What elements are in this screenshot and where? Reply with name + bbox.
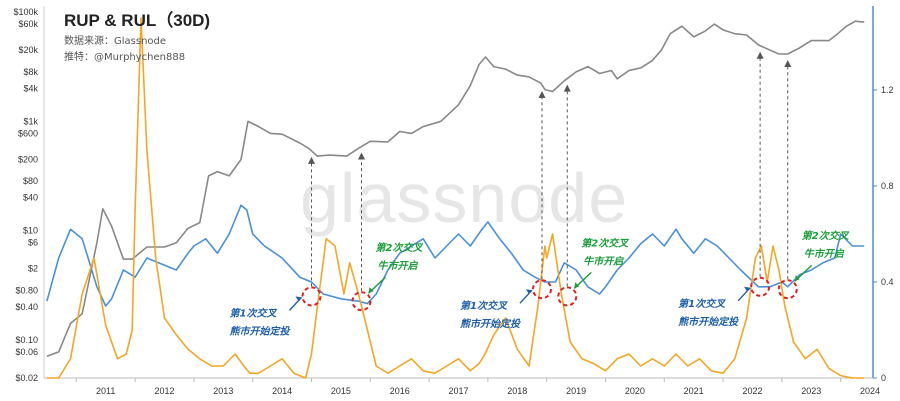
y-left-tick-label: $1k xyxy=(23,116,38,126)
crossing-label: 第1次交叉 xyxy=(678,298,726,310)
crossing-label: 第2次交叉 xyxy=(581,237,629,249)
x-tick-label: 2019 xyxy=(566,386,586,396)
watermark-layer: glassnode xyxy=(300,159,628,237)
y-left-tick-label: $20k xyxy=(18,45,38,55)
y-left-tick-label: $0.10 xyxy=(15,335,38,345)
price-line xyxy=(46,20,865,358)
label-pointer-head xyxy=(794,275,800,282)
crossing-arrow-head xyxy=(756,51,764,59)
y-left-tick-label: $0.80 xyxy=(15,285,38,295)
crossing-arrow-head xyxy=(563,84,571,92)
x-tick-label: 2014 xyxy=(272,386,292,396)
y-left-tick-label: $4k xyxy=(23,83,38,93)
title-layer: RUP & RUL（30D) 数据来源：Glassnode 推特：@Murphy… xyxy=(64,10,210,63)
x-tick-label: 2022 xyxy=(742,386,762,396)
label-pointer-head xyxy=(368,287,374,294)
crossing-label: 牛市开启 xyxy=(804,248,845,260)
chart-title: RUP & RUL（30D) xyxy=(64,10,210,30)
series-layer xyxy=(46,17,865,379)
crossing-label: 熊市开始定投 xyxy=(230,325,291,337)
watermark-text: glassnode xyxy=(300,159,628,237)
y-right-tick-label: 1.2 xyxy=(881,85,894,95)
crossing-label: 牛市开启 xyxy=(377,260,418,272)
x-tick-label: 2021 xyxy=(684,386,704,396)
x-tick-label: 2015 xyxy=(331,386,351,396)
crossing-arrow-head xyxy=(357,152,365,160)
crossing-circle xyxy=(557,286,578,307)
label-pointer-head xyxy=(525,289,532,295)
crossing-circle xyxy=(531,279,552,300)
x-tick-label: 2011 xyxy=(96,386,115,396)
y-left-tick-label: $10 xyxy=(23,226,38,236)
x-tick-label: 2012 xyxy=(155,386,175,396)
x-tick-label: 2017 xyxy=(448,386,468,396)
crossing-arrow-head xyxy=(784,60,792,68)
crossing-circle xyxy=(750,276,771,297)
y-left-tick-label: $6 xyxy=(28,238,38,248)
x-tick-label: 2016 xyxy=(390,386,410,396)
y-left-tick-label: $80 xyxy=(23,176,38,186)
crossing-circle xyxy=(301,286,322,307)
x-tick-label: 2020 xyxy=(625,386,645,396)
crossing-label: 第1次交叉 xyxy=(230,307,278,319)
y-left-tick-label: $200 xyxy=(18,154,38,164)
rup-line xyxy=(46,204,865,307)
x-tick-label: 2023 xyxy=(801,386,821,396)
y-left-tick-label: $0.02 xyxy=(15,373,38,383)
x-tick-label: 2024 xyxy=(860,386,880,396)
y-left-tick-label: $60k xyxy=(18,19,38,29)
y-right-tick-label: 0 xyxy=(881,373,886,383)
y-left-tick-label: $40 xyxy=(23,193,38,203)
x-tick-label: 2013 xyxy=(213,386,233,396)
crossing-circle xyxy=(777,279,798,300)
y-right-tick-label: 0.8 xyxy=(881,181,894,191)
crossing-label: 第1次交叉 xyxy=(460,300,508,312)
crossing-label: 熊市开始定投 xyxy=(460,318,521,330)
crossing-arrow-head xyxy=(538,90,546,98)
label-pointer-head xyxy=(295,296,302,302)
y-left-tick-label: $600 xyxy=(18,128,38,138)
crossing-label: 第2次交叉 xyxy=(802,230,850,242)
x-tick-label: 2018 xyxy=(507,386,527,396)
label-pointer-head xyxy=(574,282,580,289)
crossing-label: 牛市开启 xyxy=(583,255,624,267)
crossing-label: 第2次交叉 xyxy=(375,242,423,254)
axes-layer: $100k $60k $20k $8k $4k $1k $600 $200 $80 $40 $10 $… xyxy=(13,6,894,396)
label-pointer-head xyxy=(744,286,751,292)
rul-line xyxy=(46,17,865,379)
y-right-tick-label: 0.4 xyxy=(881,277,894,287)
crossing-circle xyxy=(351,291,372,312)
y-left-tick-label: $100k xyxy=(13,7,38,17)
y-left-tick-label: $2 xyxy=(28,264,38,274)
crossing-arrow-head xyxy=(308,156,316,164)
crossing-label: 熊市开始定投 xyxy=(678,316,739,328)
source-line: 数据来源：Glassnode xyxy=(64,34,166,47)
y-left-tick-label: $8k xyxy=(23,67,38,77)
author-line: 推特：@Murphychen888 xyxy=(64,50,185,63)
y-left-tick-label: $0.06 xyxy=(15,347,38,357)
y-left-tick-label: $0.40 xyxy=(15,302,38,312)
